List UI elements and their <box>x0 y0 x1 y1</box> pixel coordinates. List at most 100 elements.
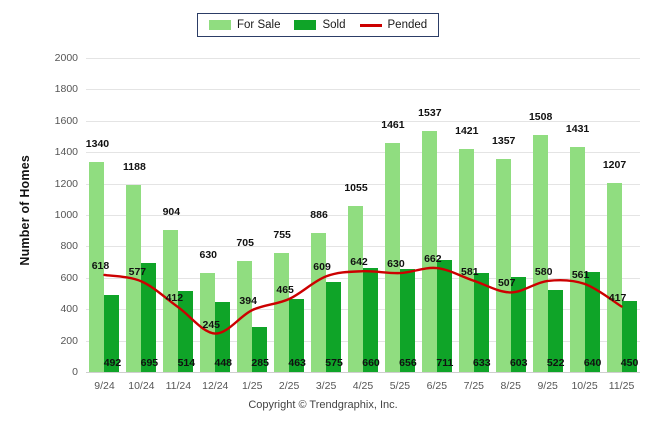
x-axis-tick-label: 10/25 <box>571 380 598 392</box>
pended-data-label: 630 <box>387 258 405 271</box>
legend-entry-for-sale[interactable]: For Sale <box>209 19 280 31</box>
plot-area: 0 200 400 600 800 1000 1200 1400 1600 1800 2000 13… <box>55 52 640 392</box>
bar-for-sale[interactable] <box>569 147 585 372</box>
y-axis-tick-label: 200 <box>60 334 78 347</box>
pended-data-label: 609 <box>313 261 331 274</box>
pended-data-label: 662 <box>424 253 442 266</box>
legend-label: Sold <box>322 19 346 31</box>
bar-label-sold: 711 <box>436 357 454 369</box>
bar-label-for-sale: 1055 <box>344 182 368 195</box>
y-axis-tick-label: 1000 <box>54 209 78 221</box>
bar-group: 1207 450 <box>603 58 638 372</box>
pended-data-label: 465 <box>276 283 294 296</box>
y-axis-tick-label: 1200 <box>54 177 78 190</box>
bar-label-sold: 695 <box>140 357 159 369</box>
bar-for-sale[interactable] <box>311 232 327 372</box>
y-axis-tick-label: 0 <box>72 366 78 378</box>
legend-label: Pended <box>387 19 428 31</box>
x-axis-tick-label: 9/24 <box>94 380 115 392</box>
bar-label-sold: 656 <box>399 357 417 369</box>
bar-label-sold: 514 <box>177 357 196 369</box>
bar-group: 1431 640 <box>566 58 601 372</box>
x-axis-tick-label: 12/24 <box>202 380 229 392</box>
y-axis-title: Number of Homes <box>18 155 32 266</box>
x-axis-tick-label: 10/24 <box>128 380 155 392</box>
legend-label: For Sale <box>237 19 281 31</box>
legend-entry-pended[interactable]: Pended <box>359 19 428 31</box>
bar-label-for-sale: 1421 <box>455 124 479 137</box>
bar-label-for-sale: 1508 <box>528 111 553 124</box>
bar-label-for-sale: 1537 <box>418 106 442 119</box>
bar-sold[interactable] <box>252 327 268 372</box>
bar-label-for-sale: 1431 <box>565 123 590 136</box>
bar-group: 886 575 <box>310 58 343 372</box>
y-axis-tick-label: 1400 <box>54 146 78 159</box>
bar-for-sale[interactable] <box>274 253 290 372</box>
bar-group: 705 285 <box>236 58 269 372</box>
bar-for-sale[interactable] <box>348 206 363 372</box>
bar-sold[interactable] <box>141 262 157 372</box>
gridline <box>86 183 640 185</box>
square-swatch-icon <box>294 20 317 30</box>
bar-label-for-sale: 1340 <box>85 137 110 150</box>
bar-label-sold: 575 <box>325 357 343 369</box>
x-axis-tick-label: 2/25 <box>278 380 300 392</box>
legend-entry-sold[interactable]: Sold <box>294 19 346 31</box>
bar-for-sale[interactable] <box>237 261 253 372</box>
bar-for-sale[interactable] <box>458 148 474 372</box>
x-axis-tick-label: 7/25 <box>463 380 485 392</box>
pended-data-label: 394 <box>239 295 257 308</box>
bar-label-sold: 492 <box>103 357 122 369</box>
pended-data-label: 245 <box>202 318 221 331</box>
x-axis-tick-label: 11/24 <box>165 380 192 392</box>
x-axis-tick-label: 9/25 <box>537 380 558 392</box>
bar-for-sale[interactable] <box>495 158 511 372</box>
bar-label-sold: 450 <box>620 357 639 369</box>
y-axis-tick-label: 2000 <box>54 52 78 64</box>
gridline <box>86 89 640 91</box>
x-axis-tick-label: 1/25 <box>241 380 263 392</box>
bar-for-sale[interactable] <box>126 185 142 372</box>
pended-data-label: 507 <box>497 277 516 290</box>
pended-data-label: 561 <box>571 268 590 281</box>
bar-for-sale[interactable] <box>532 135 548 372</box>
bar-sold[interactable] <box>621 301 637 372</box>
bar-label-sold: 448 <box>214 357 233 369</box>
x-axis-tick-label: 6/25 <box>426 380 448 392</box>
y-axis-tick-label: 1600 <box>54 114 78 127</box>
bar-group: 904 514 <box>163 58 195 372</box>
bar-label-sold: 640 <box>583 357 602 369</box>
bar-for-sale[interactable] <box>89 161 105 372</box>
gridline <box>86 246 640 248</box>
bar-for-sale[interactable] <box>421 130 437 372</box>
copyright-notice: Copyright © Trendgraphix, Inc. <box>248 399 398 411</box>
bar-group: 1537 711 <box>418 58 453 372</box>
pended-data-label: 412 <box>165 292 184 305</box>
pended-data-label: 642 <box>350 256 368 269</box>
y-axis-tick-label: 1800 <box>54 83 78 96</box>
bar-label-for-sale: 886 <box>310 208 328 221</box>
line-swatch-icon <box>359 23 382 27</box>
pended-data-label: 581 <box>461 265 479 278</box>
bar-for-sale[interactable] <box>606 182 622 372</box>
x-axis-tick-label: 3/25 <box>315 380 337 392</box>
bar-label-for-sale: 1461 <box>381 118 405 131</box>
bar-label-for-sale: 1207 <box>602 158 627 171</box>
y-axis-tick-label: 800 <box>60 240 78 253</box>
bar-label-sold: 463 <box>288 357 306 369</box>
chart-legend: For Sale Sold Pended <box>197 13 440 37</box>
bar-label-sold: 660 <box>362 357 380 369</box>
bar-label-sold: 285 <box>251 357 269 369</box>
x-axis-tick-label: 4/25 <box>352 380 374 392</box>
bar-label-sold: 522 <box>546 357 565 369</box>
pended-data-label: 577 <box>128 266 147 279</box>
bar-label-sold: 603 <box>509 357 528 369</box>
x-axis-tick-label: 11/25 <box>608 380 635 392</box>
gridline <box>86 120 640 122</box>
bar-label-for-sale: 1188 <box>123 161 146 174</box>
bar-label-for-sale: 1357 <box>492 134 516 147</box>
bar-group: 1357 603 <box>492 58 527 372</box>
y-axis-tick-label: 400 <box>60 303 78 316</box>
y-axis-tick-label: 600 <box>60 271 78 284</box>
